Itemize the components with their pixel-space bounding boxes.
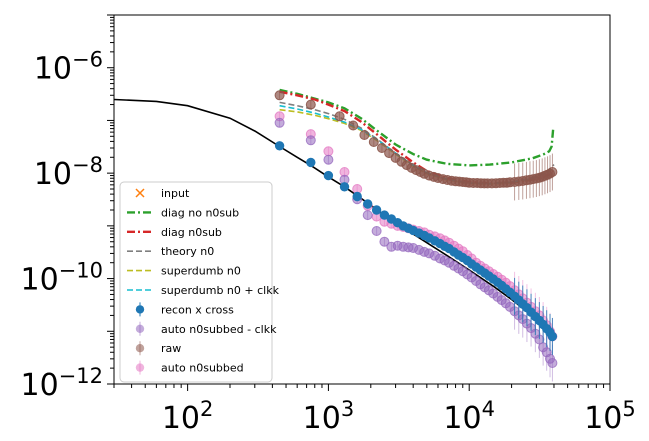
legend-entry: superdumb n0 + clkk: [127, 284, 280, 297]
legend-label: theory n0: [161, 245, 214, 258]
legend-marker: [135, 188, 145, 198]
data-point: [359, 130, 370, 140]
series-points-recon_x_cross: [274, 141, 558, 355]
legend-label: diag n0sub: [161, 226, 222, 239]
data-point: [547, 167, 558, 177]
data-point: [274, 90, 285, 101]
legend-entry: auto n0subbed - clkk: [135, 321, 277, 336]
data-point: [348, 120, 359, 131]
data-point: [368, 137, 379, 147]
legend-entry: auto n0subbed: [135, 360, 244, 375]
legend-box: [119, 181, 273, 383]
legend-entry: superdumb n0: [127, 265, 241, 278]
data-point: [363, 199, 373, 209]
tick-label-x: 103: [303, 397, 355, 436]
tick-label-y: 10−8: [34, 153, 103, 192]
legend: input diag no n0sub diag n0sub theory n0 sup…: [119, 181, 280, 383]
legend-entry: recon x cross: [135, 302, 234, 317]
legend-entry: theory n0: [127, 245, 214, 258]
legend-label: diag no n0sub: [161, 206, 239, 219]
legend-marker: [135, 344, 145, 353]
tick-label-y: 10−6: [34, 48, 103, 87]
legend-entry: diag n0sub: [127, 226, 222, 239]
data-point: [323, 154, 334, 165]
legend-label: input: [161, 187, 190, 200]
legend-label: recon x cross: [161, 303, 234, 316]
data-point: [352, 191, 362, 202]
data-point: [305, 135, 316, 146]
data-point: [305, 99, 316, 110]
data-point: [339, 182, 350, 192]
tick-label-x: 102: [162, 397, 214, 436]
data-point: [323, 146, 334, 157]
data-point: [371, 205, 382, 215]
legend-entry: raw: [135, 341, 181, 356]
data-point: [274, 141, 285, 151]
legend-marker: [135, 363, 145, 372]
legend-label: raw: [161, 342, 181, 355]
plot-frame: [113, 14, 611, 385]
legend-label: superdumb n0: [161, 265, 241, 278]
data-point: [371, 226, 382, 236]
data-point: [547, 358, 558, 368]
series-points-raw: [274, 90, 558, 201]
legend-label: auto n0subbed: [161, 362, 244, 375]
data-point: [323, 170, 334, 181]
legend-marker: [135, 305, 145, 314]
axis-ticks: 102 103 104 105 10−12 10−10 10−8 10−6: [20, 14, 636, 436]
data-point: [306, 157, 316, 168]
legend-entry: diag no n0sub: [127, 206, 239, 219]
legend-marker: [135, 324, 145, 333]
data-point: [334, 111, 345, 122]
tick-label-y: 10−12: [20, 364, 103, 403]
legend-label: auto n0subbed - clkk: [161, 323, 277, 336]
tick-label-y: 10−10: [20, 259, 103, 298]
legend-label: superdumb n0 + clkk: [161, 284, 280, 297]
tick-label-x: 104: [443, 397, 495, 436]
data-point: [547, 331, 558, 342]
plot-area: [114, 88, 558, 382]
data-point: [362, 210, 373, 221]
data-point: [379, 236, 390, 247]
tick-label-x: 105: [584, 397, 636, 436]
data-point: [379, 210, 390, 220]
data-point: [274, 117, 285, 128]
data-point: [376, 143, 387, 153]
legend-entry: input: [135, 187, 190, 200]
series-line-diag_no_n0sub: [279, 88, 555, 167]
